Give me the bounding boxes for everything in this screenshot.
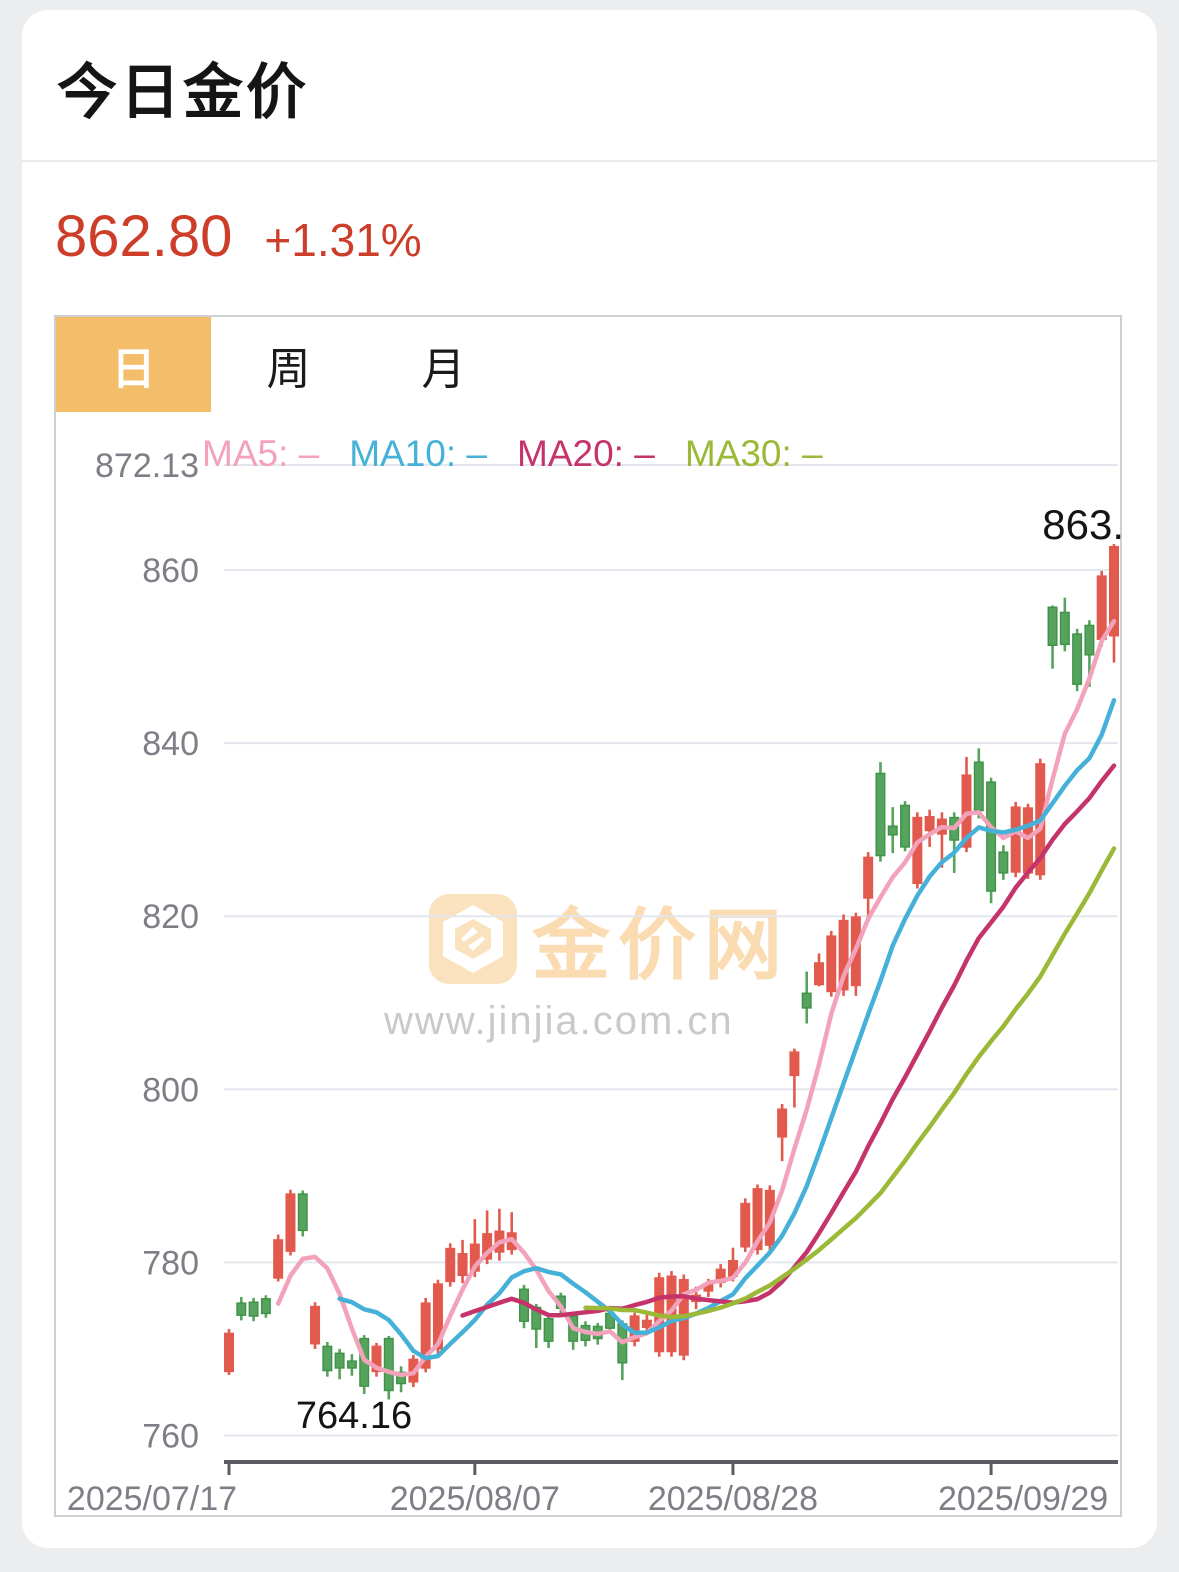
svg-text:840: 840 [142,725,199,763]
legend-ma5: MA5: – [202,433,320,474]
legend-ma30: MA30: – [684,433,823,474]
svg-text:800: 800 [142,1071,199,1109]
chart-panel: 金价网 www.jinjia.com.cn 872.13 860 840 820 800… [54,315,1124,1517]
period-tabs: 日 周 月 [56,317,521,412]
svg-text:780: 780 [142,1244,199,1282]
svg-text:2025/08/28: 2025/08/28 [648,1480,818,1515]
watermark-url: www.jinjia.com.cn [384,999,734,1043]
legend-ma10: MA10: – [349,433,488,474]
svg-text:2025/08/07: 2025/08/07 [390,1480,560,1515]
legend-ma20: MA20: – [517,433,655,474]
min-price-label: 764.16 [295,1395,413,1437]
page-title: 今日金价 [57,59,309,126]
quote-row: 862.80 +1.31% [55,203,422,270]
svg-text:2025/09/29: 2025/09/29 [938,1480,1108,1515]
price-change-percent: +1.31% [264,214,422,266]
svg-text:860: 860 [142,552,199,590]
tab-week[interactable]: 周 [266,344,311,394]
header-divider [22,160,1157,162]
svg-text:2025/07/17: 2025/07/17 [67,1480,237,1515]
svg-text:872.13: 872.13 [95,447,199,485]
kline-chart[interactable]: 872.13 860 840 820 800 780 760 2025/07/17 2025/0… [56,317,1120,1515]
current-price: 862.80 [55,204,233,269]
tab-day[interactable]: 日 [56,317,211,412]
tab-month[interactable]: 月 [421,344,466,394]
svg-text:760: 760 [142,1418,199,1456]
max-price-label: 863. [1042,501,1124,548]
gold-price-card: 今日金价 862.80 +1.31% 金价网 www.jinjia.com.cn… [22,10,1157,1548]
ma-legend: MA5: – MA10: – MA20: – MA30: – [202,433,823,475]
svg-text:820: 820 [142,898,199,936]
